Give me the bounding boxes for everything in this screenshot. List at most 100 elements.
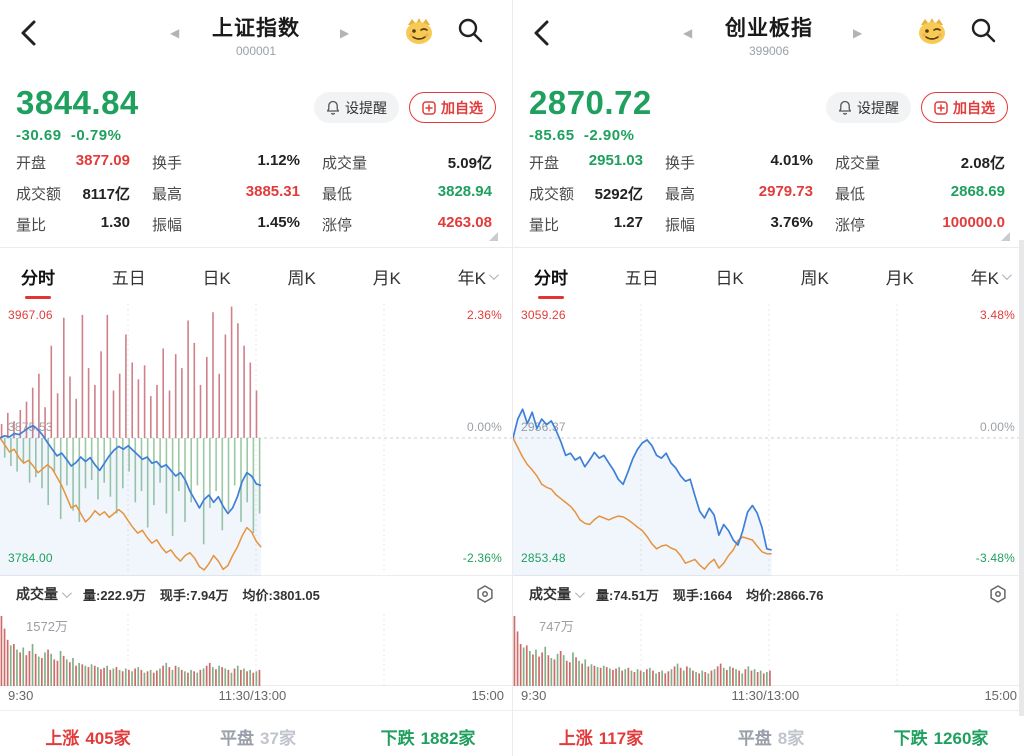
stat-amplitude: 振幅 3.76% <box>665 214 813 234</box>
header: ◀ 创业板指 399006 ▶ <box>513 10 1024 60</box>
tab-five-day[interactable]: 五日 <box>111 268 146 288</box>
stock-code: 000001 <box>235 44 277 58</box>
tab-five-day[interactable]: 五日 <box>624 268 659 288</box>
chart-low-pct: -2.36% <box>462 551 502 565</box>
chart-high-label: 3967.06 <box>8 308 53 322</box>
time-open: 9:30 <box>521 688 547 703</box>
stock-code: 399006 <box>748 44 790 58</box>
time-midday: 11:30/13:00 <box>731 688 800 703</box>
stat-open: 开盘 2951.03 <box>529 152 643 172</box>
change-value: -30.69 <box>16 127 62 144</box>
page-title: 上证指数 <box>212 17 300 40</box>
bell-icon <box>838 100 852 115</box>
add-watchlist-button[interactable]: 加自选 <box>921 92 1008 123</box>
set-alert-button[interactable]: 设提醒 <box>826 92 911 123</box>
stat-volume-ratio: 量比 1.30 <box>16 214 130 234</box>
intraday-chart[interactable]: 3967.06 2.36% 3875.53 0.00% 3784.00 -2.3… <box>0 300 512 576</box>
tab-daily-k[interactable]: 日K <box>715 268 744 288</box>
time-axis: 9:30 11:30/13:00 15:00 <box>513 688 1024 703</box>
intraday-chart-canvas[interactable] <box>0 300 512 576</box>
current-price: 2870.72 <box>529 84 652 121</box>
current-price: 3844.84 <box>16 84 139 121</box>
chart-low-label: 3784.00 <box>8 551 53 565</box>
tab-yearly-k[interactable]: 年K <box>456 260 499 293</box>
title-block: 上证指数 000001 <box>96 12 416 58</box>
prev-stock-arrow-icon[interactable]: ◀ <box>170 26 180 40</box>
back-icon[interactable] <box>16 18 42 48</box>
price-change: -30.69 -0.79% <box>16 127 139 144</box>
stat-limit-up: 涨停 4263.08 <box>322 214 492 234</box>
chart-high-pct: 3.48% <box>979 308 1015 322</box>
search-icon[interactable] <box>456 16 484 44</box>
volume-chart[interactable]: 1572万 <box>0 612 512 686</box>
indicator-avg-price: 均价:3801.05 <box>242 587 320 603</box>
chart-period-tabs: 分时 五日 日K 周K 月K 年K <box>0 254 512 298</box>
volume-chart[interactable]: 747万 <box>513 612 1024 686</box>
stat-low: 最低 3828.94 <box>322 183 492 203</box>
time-close: 15:00 <box>471 688 504 703</box>
tab-intraday[interactable]: 分时 <box>532 260 570 293</box>
tab-weekly-k[interactable]: 周K <box>287 268 316 288</box>
decliners-count: 下跌 1882家 <box>380 729 476 748</box>
expand-stats-icon[interactable] <box>1001 232 1010 241</box>
chevron-down-icon <box>61 587 72 598</box>
add-watchlist-label: 加自选 <box>953 99 995 116</box>
stats-grid: 开盘 2951.03 换手 4.01% 成交量 2.08亿 成交额 5292亿 最高 29… <box>529 152 1009 235</box>
intraday-chart[interactable]: 3059.26 3.48% 2956.37 0.00% 2853.48 -3.4… <box>513 300 1024 576</box>
tab-monthly-k[interactable]: 月K <box>372 268 401 288</box>
market-breadth: 上涨 405家 平盘 37家 下跌 1882家 <box>0 710 512 756</box>
tab-weekly-k[interactable]: 周K <box>800 268 829 288</box>
chart-prevclose-label: 2956.37 <box>521 420 566 434</box>
set-alert-label: 设提醒 <box>857 99 899 116</box>
indicator-lots: 现手:7.94万 <box>159 587 229 603</box>
time-midday: 11:30/13:00 <box>218 688 287 703</box>
back-icon[interactable] <box>529 18 555 48</box>
next-stock-arrow-icon[interactable]: ▶ <box>853 26 863 40</box>
stats-grid: 开盘 3877.09 换手 1.12% 成交量 5.09亿 成交额 8117亿 最高 38… <box>16 152 496 235</box>
stat-volume: 成交量 5.09亿 <box>322 155 492 172</box>
tab-intraday[interactable]: 分时 <box>19 260 57 293</box>
volume-max-label: 1572万 <box>26 619 68 634</box>
indicator-selector[interactable]: 成交量 <box>529 584 585 604</box>
panel-chinext-index: ◀ 创业板指 399006 ▶ 2870.72 -85.65 -2.90% <box>512 0 1024 756</box>
dragon-mascot-icon[interactable] <box>402 13 436 47</box>
chart-zero-pct: 0.00% <box>979 420 1015 434</box>
decliners-count: 下跌 1260家 <box>893 729 989 748</box>
stat-amount: 成交额 8117亿 <box>16 186 130 203</box>
volume-max-label: 747万 <box>539 619 574 634</box>
add-watchlist-label: 加自选 <box>441 99 483 116</box>
add-box-icon <box>934 100 948 115</box>
stat-turnover-rate: 换手 1.12% <box>152 152 300 172</box>
add-box-icon <box>422 100 436 115</box>
tab-daily-k[interactable]: 日K <box>202 268 231 288</box>
price-change: -85.65 -2.90% <box>529 127 652 144</box>
tab-monthly-k[interactable]: 月K <box>885 268 914 288</box>
advancers-count: 上涨 117家 <box>558 729 644 748</box>
chart-settings-icon[interactable] <box>474 583 496 605</box>
prev-stock-arrow-icon[interactable]: ◀ <box>683 26 693 40</box>
search-icon[interactable] <box>969 16 997 44</box>
indicator-lots: 现手:1664 <box>672 587 733 603</box>
tab-yearly-k[interactable]: 年K <box>969 260 1012 293</box>
time-open: 9:30 <box>8 688 34 703</box>
dragon-mascot-icon[interactable] <box>915 13 949 47</box>
advancers-count: 上涨 405家 <box>45 729 131 748</box>
stat-low: 最低 2868.69 <box>835 183 1005 203</box>
set-alert-button[interactable]: 设提醒 <box>314 92 399 123</box>
chevron-down-icon <box>574 587 585 598</box>
chart-period-tabs: 分时 五日 日K 周K 月K 年K <box>513 254 1024 298</box>
volume-chart-canvas[interactable] <box>0 612 512 686</box>
volume-chart-canvas[interactable] <box>513 612 1024 686</box>
chart-settings-icon[interactable] <box>987 583 1009 605</box>
next-stock-arrow-icon[interactable]: ▶ <box>340 26 350 40</box>
expand-stats-icon[interactable] <box>489 232 498 241</box>
stat-high: 最高 3885.31 <box>152 183 300 203</box>
intraday-chart-canvas[interactable] <box>513 300 1024 576</box>
unchanged-count: 平盘 37家 <box>220 729 296 748</box>
indicator-selector[interactable]: 成交量 <box>16 584 72 604</box>
indicator-volume: 量:222.9万 <box>83 587 146 603</box>
stat-volume-ratio: 量比 1.27 <box>529 214 643 234</box>
market-breadth: 上涨 117家 平盘 8家 下跌 1260家 <box>513 710 1024 756</box>
add-watchlist-button[interactable]: 加自选 <box>409 92 496 123</box>
